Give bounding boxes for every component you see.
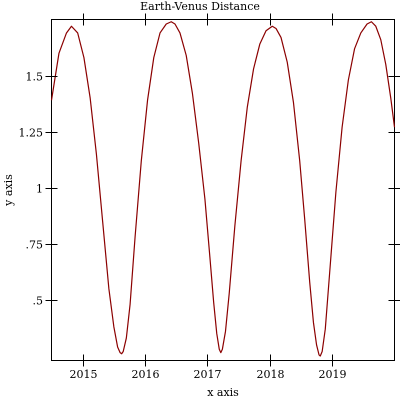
y-tick-label: .5 <box>33 295 44 308</box>
plot-frame <box>51 19 395 361</box>
y-tick-label: 1.5 <box>26 71 44 84</box>
x-tick-label: 2015 <box>70 368 98 381</box>
x-tick-label: 2017 <box>194 368 222 381</box>
y-tick-label: 1 <box>36 183 43 196</box>
x-tick-label: 2016 <box>132 368 160 381</box>
x-axis-ticks: 2015 2016 2017 2018 2019 <box>70 13 347 381</box>
y-axis-label: y axis <box>2 174 15 207</box>
chart-title: Earth-Venus Distance <box>140 0 260 13</box>
series-layer <box>50 21 396 357</box>
series-line-0 <box>50 21 396 357</box>
x-axis-label: x axis <box>207 386 239 399</box>
y-tick-label: 1.25 <box>19 127 44 140</box>
y-tick-label: .75 <box>26 239 44 252</box>
x-tick-label: 2019 <box>319 368 347 381</box>
x-tick-label: 2018 <box>257 368 285 381</box>
y-axis-ticks: .5 .75 1 1.25 1.5 <box>19 71 400 308</box>
